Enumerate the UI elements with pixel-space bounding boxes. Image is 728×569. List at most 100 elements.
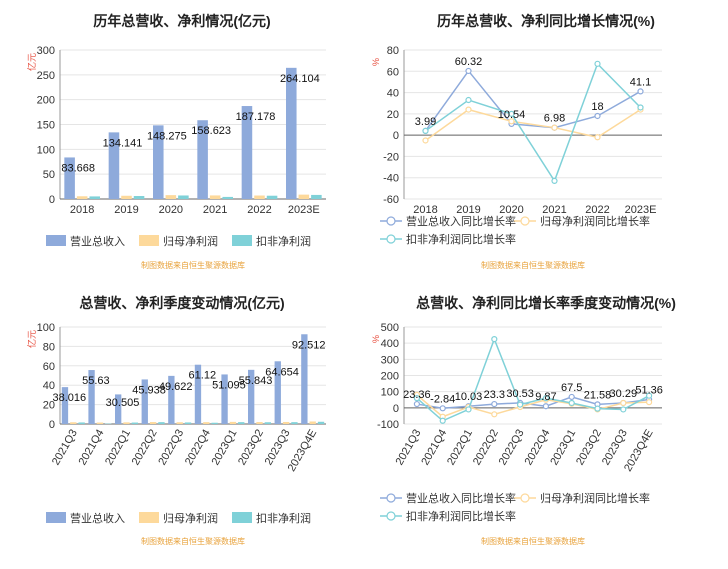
legend-label: 归母净利润 <box>163 511 218 525</box>
x-tick-label: 2020 <box>159 204 183 216</box>
bar-deducted-net-profit <box>89 196 100 199</box>
series-point-1 <box>423 138 428 143</box>
series-point-0 <box>638 89 643 94</box>
data-label: 18 <box>591 101 603 113</box>
data-label: 30.505 <box>106 397 140 409</box>
chart-title: 总营收、净利季度变动情况(亿元) <box>79 295 284 311</box>
legend-label: 扣非净利润同比增长率 <box>406 232 516 246</box>
data-label: 10.03 <box>455 391 483 403</box>
legend-label: 扣非净利润同比增长率 <box>406 509 516 523</box>
bar-net-profit <box>150 422 156 424</box>
series-point-2 <box>595 61 600 66</box>
data-label: 51.36 <box>635 385 663 397</box>
y-tick-label: 50 <box>43 169 55 181</box>
y-unit-label: % <box>371 335 381 343</box>
data-label: 134.141 <box>103 137 143 149</box>
series-point-0 <box>466 68 471 73</box>
legend-label: 扣非净利润 <box>256 234 311 248</box>
bar-net-profit <box>210 195 221 199</box>
series-point-1 <box>466 107 471 112</box>
y-tick-label: 60 <box>43 361 55 373</box>
source-note: 制图数据来自恒生聚源数据库 <box>141 536 245 546</box>
bar-net-profit <box>70 422 76 424</box>
data-label: 23.3 <box>484 389 505 401</box>
source-note: 制图数据来自恒生聚源数据库 <box>481 536 585 546</box>
legend-marker <box>387 217 395 225</box>
legend-swatch <box>46 512 66 523</box>
series-point-2 <box>621 407 626 412</box>
y-tick-label: -100 <box>377 419 399 431</box>
legend-marker <box>387 494 395 502</box>
series-point-0 <box>414 402 419 407</box>
data-label: 21.58 <box>584 389 612 401</box>
series-point-2 <box>492 337 497 342</box>
y-unit-label: 亿元 <box>26 330 37 348</box>
bar-net-profit <box>283 422 289 424</box>
y-tick-label: 60 <box>387 66 399 78</box>
y-tick-label: 250 <box>37 70 55 82</box>
data-label: 83.668 <box>61 162 95 174</box>
bar-deducted-net-profit <box>265 422 271 424</box>
y-tick-label: -20 <box>383 151 399 163</box>
legend-label: 归母净利润同比增长率 <box>540 491 650 505</box>
bar-deducted-net-profit <box>222 197 233 199</box>
legend-marker <box>387 235 395 243</box>
chart-quarterly-growth-svg: 总营收、净利同比增长率季度变动情况(%)%-100010020030040050… <box>364 282 728 564</box>
data-label: 60.32 <box>455 56 483 68</box>
bar-deducted-net-profit <box>158 422 164 424</box>
source-note: 制图数据来自恒生聚源数据库 <box>481 260 585 270</box>
legend-label: 归母净利润 <box>163 234 218 248</box>
bar-deducted-net-profit <box>132 423 138 424</box>
legend-marker <box>387 512 395 520</box>
y-tick-label: 200 <box>37 95 55 107</box>
bar-net-profit <box>166 195 177 199</box>
y-tick-label: 80 <box>387 45 399 57</box>
data-label: -2.84 <box>430 393 455 405</box>
y-tick-label: 0 <box>49 419 55 431</box>
bar-deducted-net-profit <box>318 422 324 424</box>
x-tick-label: 2021 <box>542 204 566 216</box>
data-label: 49.622 <box>159 381 193 393</box>
legend-swatch <box>46 235 66 246</box>
x-tick-label: 2018 <box>70 204 94 216</box>
bar-deducted-net-profit <box>291 422 297 424</box>
y-tick-label: 80 <box>43 341 55 353</box>
bar-deducted-net-profit <box>178 195 189 199</box>
data-label: 30.29 <box>610 388 638 400</box>
bar-deducted-net-profit <box>311 195 322 199</box>
series-point-1 <box>552 125 557 130</box>
y-tick-label: 0 <box>393 403 399 415</box>
legend-label: 营业总收入同比增长率 <box>406 214 516 228</box>
bar-deducted-net-profit <box>238 422 244 424</box>
bar-net-profit <box>123 422 129 424</box>
series-point-2 <box>552 178 557 183</box>
chart-quarterly-revenue-svg: 总营收、净利季度变动情况(亿元)亿元0204060801002021Q32021… <box>0 282 364 564</box>
series-point-0 <box>595 113 600 118</box>
series-point-1 <box>492 412 497 417</box>
x-tick-label: 2023E <box>625 204 657 216</box>
data-label: 148.275 <box>147 130 187 142</box>
series-point-2 <box>569 400 574 405</box>
series-line-0 <box>426 71 641 131</box>
data-label: 41.1 <box>630 76 651 88</box>
y-tick-label: 100 <box>37 322 55 334</box>
legend-label: 扣非净利润 <box>256 511 311 525</box>
data-label: 264.104 <box>280 73 320 85</box>
y-tick-label: 20 <box>387 109 399 121</box>
y-tick-label: 40 <box>387 88 399 100</box>
series-point-2 <box>423 128 428 133</box>
legend-swatch <box>232 235 252 246</box>
data-label: 158.623 <box>191 125 231 137</box>
y-tick-label: 400 <box>381 338 399 350</box>
series-point-2 <box>440 418 445 423</box>
bar-deducted-net-profit <box>267 196 278 199</box>
y-tick-label: 300 <box>37 45 55 57</box>
x-tick-label: 2018 <box>413 204 437 216</box>
series-line-2 <box>417 339 649 421</box>
data-label: 67.5 <box>561 382 582 394</box>
y-tick-label: -60 <box>383 194 399 206</box>
bar-deducted-net-profit <box>211 423 217 424</box>
